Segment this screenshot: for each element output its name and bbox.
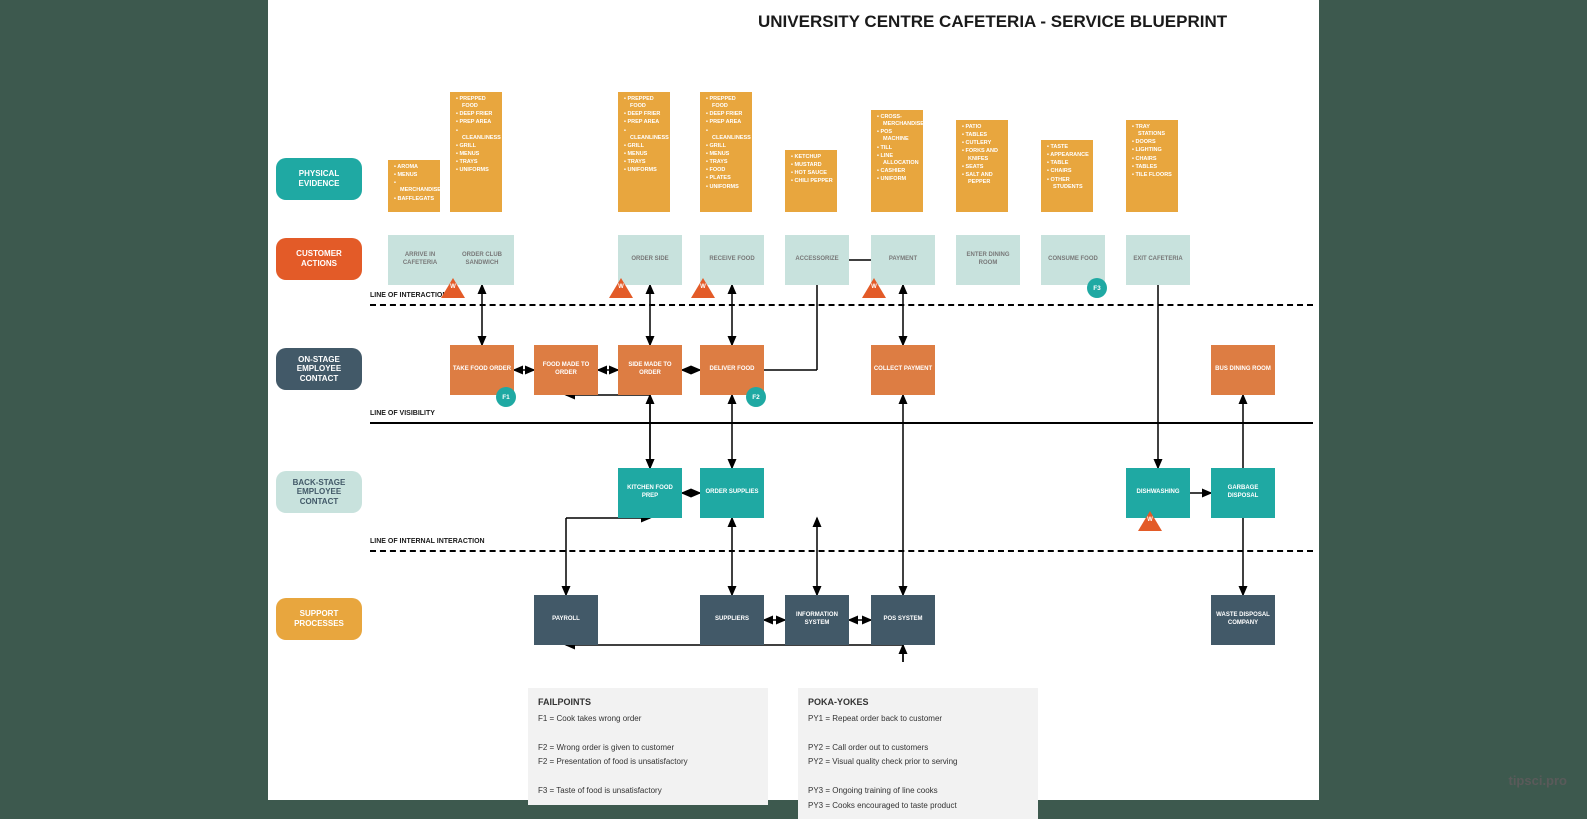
failpoint-marker: F3 bbox=[1087, 278, 1107, 298]
legend-pokayokes: POKA-YOKES PY1 = Repeat order back to cu… bbox=[798, 688, 1038, 819]
evidence-box: PREPPED FOODDEEP FRIERPREP AREACLEANLINE… bbox=[700, 92, 752, 212]
line-visibility bbox=[370, 422, 1313, 424]
legend-line: PY3 = Ongoing training of line cooks bbox=[808, 784, 1028, 798]
onstage-box: SIDE MADE TO ORDER bbox=[618, 345, 682, 395]
evidence-box: PATIOTABLESCUTLERYFORKS AND KNIFESSEATSS… bbox=[956, 120, 1008, 212]
row-label-onstage: ON-STAGE EMPLOYEE CONTACT bbox=[276, 348, 362, 390]
evidence-box: AROMAMENUSMERCHANDISEBAFFLEGATS bbox=[388, 160, 440, 212]
wait-marker: W bbox=[862, 278, 886, 298]
watermark: tipsci.pro bbox=[1508, 773, 1567, 788]
row-label-backstage: BACK-STAGE EMPLOYEE CONTACT bbox=[276, 471, 362, 513]
legend-line: PY2 = Visual quality check prior to serv… bbox=[808, 755, 1028, 769]
customer-action-box: EXIT CAFETERIA bbox=[1126, 235, 1190, 285]
line-visibility-label: LINE OF VISIBILITY bbox=[370, 410, 435, 417]
evidence-box: KETCHUPMUSTARDHOT SAUCECHILI PEPPER bbox=[785, 150, 837, 212]
line-interaction bbox=[370, 304, 1313, 306]
legend-line bbox=[538, 770, 758, 784]
legend-line: F2 = Presentation of food is unsatisfact… bbox=[538, 755, 758, 769]
backstage-box: KITCHEN FOOD PREP bbox=[618, 468, 682, 518]
legend-line bbox=[808, 770, 1028, 784]
wait-marker: W bbox=[609, 278, 633, 298]
legend-failpoints-heading: FAILPOINTS bbox=[538, 694, 758, 710]
customer-action-box: ENTER DINING ROOM bbox=[956, 235, 1020, 285]
wait-marker: W bbox=[1138, 511, 1162, 531]
diagram-sheet: UNIVERSITY CENTRE CAFETERIA - SERVICE BL… bbox=[268, 0, 1319, 800]
failpoint-marker: F1 bbox=[496, 387, 516, 407]
page-title: UNIVERSITY CENTRE CAFETERIA - SERVICE BL… bbox=[758, 12, 1227, 32]
evidence-box: TASTEAPPEARANCETABLECHAIRSOTHER STUDENTS bbox=[1041, 140, 1093, 212]
row-label-physical: PHYSICAL EVIDENCE bbox=[276, 158, 362, 200]
line-interaction-label: LINE OF INTERACTION bbox=[370, 292, 447, 299]
legend-line: F3 = Taste of food is unsatisfactory bbox=[538, 784, 758, 798]
customer-action-box: ACCESSORIZE bbox=[785, 235, 849, 285]
page: UNIVERSITY CENTRE CAFETERIA - SERVICE BL… bbox=[0, 0, 1587, 800]
support-box: POS SYSTEM bbox=[871, 595, 935, 645]
line-internal-label: LINE OF INTERNAL INTERACTION bbox=[370, 538, 485, 545]
legend-line: PY2 = Call order out to customers bbox=[808, 741, 1028, 755]
row-label-support: SUPPORT PROCESSES bbox=[276, 598, 362, 640]
row-label-customer: CUSTOMER ACTIONS bbox=[276, 238, 362, 280]
onstage-box: FOOD MADE TO ORDER bbox=[534, 345, 598, 395]
support-box: INFORMATION SYSTEM bbox=[785, 595, 849, 645]
legend-line bbox=[538, 727, 758, 741]
wait-marker: W bbox=[441, 278, 465, 298]
legend-failpoints: FAILPOINTS F1 = Cook takes wrong order F… bbox=[528, 688, 768, 805]
evidence-box: TRAY STATIONSDOORSLIGHTINGCHAIRSTABLESTI… bbox=[1126, 120, 1178, 212]
legend-line bbox=[808, 727, 1028, 741]
legend-line: PY3 = Cooks encouraged to taste product bbox=[808, 799, 1028, 813]
backstage-box: GARBAGE DISPOSAL bbox=[1211, 468, 1275, 518]
evidence-box: CROSS-MERCHANDISEPOS MACHINETILLLINE ALL… bbox=[871, 110, 923, 212]
failpoint-marker: F2 bbox=[746, 387, 766, 407]
line-internal bbox=[370, 550, 1313, 552]
onstage-box: BUS DINING ROOM bbox=[1211, 345, 1275, 395]
evidence-box: PREPPED FOODDEEP FRIERPREP AREACLEANLINE… bbox=[450, 92, 502, 212]
support-box: PAYROLL bbox=[534, 595, 598, 645]
onstage-box: COLLECT PAYMENT bbox=[871, 345, 935, 395]
legend-pokayokes-heading: POKA-YOKES bbox=[808, 694, 1028, 710]
evidence-box: PREPPED FOODDEEP FRIERPREP AREACLEANLINE… bbox=[618, 92, 670, 212]
wait-marker: W bbox=[691, 278, 715, 298]
legend-line: F2 = Wrong order is given to customer bbox=[538, 741, 758, 755]
legend-line: PY1 = Repeat order back to customer bbox=[808, 712, 1028, 726]
legend-line: F1 = Cook takes wrong order bbox=[538, 712, 758, 726]
support-box: WASTE DISPOSAL COMPANY bbox=[1211, 595, 1275, 645]
backstage-box: ORDER SUPPLIES bbox=[700, 468, 764, 518]
support-box: SUPPLIERS bbox=[700, 595, 764, 645]
